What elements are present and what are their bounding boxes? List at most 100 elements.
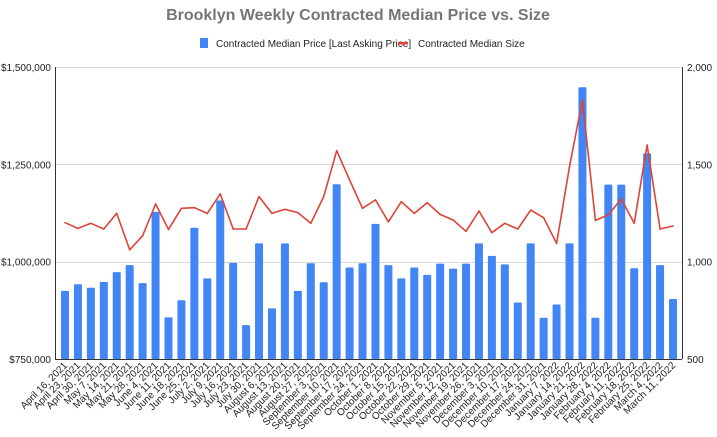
price-bar: [604, 184, 613, 359]
size-point: [633, 222, 635, 225]
size-point: [77, 227, 79, 230]
size-point: [258, 195, 260, 198]
y-right-tick-label: 2,000: [687, 63, 712, 74]
price-bar: [474, 243, 483, 359]
price-bar: [500, 264, 509, 359]
size-point: [167, 228, 170, 231]
price-bar: [332, 184, 341, 359]
size-point: [646, 144, 648, 146]
price-bar: [384, 265, 393, 359]
y-right-tick-label: 1,500: [687, 160, 712, 171]
legend-swatch-size: [398, 42, 408, 45]
size-point: [491, 231, 493, 234]
price-bar: [61, 290, 69, 359]
size-point: [400, 200, 403, 203]
y-right-tick-label: 1,000: [687, 258, 712, 269]
price-bar: [539, 317, 548, 359]
size-point: [439, 213, 441, 216]
size-point: [180, 207, 183, 210]
y-left-tick-label: $1,500,000: [1, 63, 51, 74]
size-point: [271, 212, 273, 215]
legend-label-price: Contracted Median Price [Last Asking Pri…: [216, 39, 411, 50]
y-axis-left-labels: $750,000 $1,000,000 $1,250,000 $1,500,000: [1, 63, 51, 366]
price-bar: [164, 317, 173, 359]
size-point: [594, 219, 597, 222]
price-bar: [73, 284, 82, 359]
size-point: [504, 222, 506, 225]
price-bar: [462, 263, 471, 359]
price-bar: [86, 287, 95, 359]
size-point: [219, 193, 222, 195]
price-bar: [656, 265, 665, 359]
price-bars: [61, 87, 677, 359]
size-point: [659, 228, 661, 230]
size-point: [193, 206, 196, 209]
price-bar: [345, 267, 354, 359]
size-point: [297, 211, 299, 214]
size-point: [361, 207, 364, 210]
price-bar: [565, 243, 574, 359]
price-bar: [578, 87, 587, 359]
size-point: [568, 165, 571, 168]
size-point: [465, 230, 467, 233]
size-point: [335, 149, 338, 152]
price-bar: [293, 290, 302, 359]
size-point: [245, 228, 247, 230]
size-point: [607, 214, 610, 216]
price-bar: [371, 223, 380, 359]
y-left-tick-label: $1,000,000: [1, 258, 51, 269]
size-point: [529, 209, 532, 211]
size-point: [206, 212, 209, 215]
price-bar: [177, 300, 186, 359]
price-bar: [449, 268, 458, 359]
size-point: [322, 195, 325, 198]
price-bar: [410, 267, 419, 359]
price-bar: [319, 282, 328, 359]
price-bar: [358, 263, 367, 359]
y-left-tick-label: $750,000: [9, 355, 51, 366]
size-point: [542, 216, 545, 219]
price-bar: [669, 299, 677, 359]
price-bar: [591, 317, 600, 359]
price-bar: [151, 211, 160, 359]
price-bar: [216, 200, 225, 359]
size-series-line: [64, 99, 674, 251]
price-bar: [112, 272, 121, 359]
price-bar: [255, 243, 264, 359]
price-bar: [487, 255, 496, 359]
price-bar: [229, 262, 238, 359]
legend-label-size: Contracted Median Size: [418, 39, 525, 50]
size-point: [413, 212, 416, 215]
y-axis-right-labels: 500 1,000 1,500 2,000: [687, 63, 712, 366]
size-point: [141, 234, 144, 237]
size-point: [115, 212, 118, 215]
axes: [55, 67, 683, 360]
y-left-tick-label: $1,250,000: [1, 160, 51, 171]
price-bar: [617, 184, 626, 359]
legend: Contracted Median Price [Last Asking Pri…: [200, 38, 525, 50]
price-bar: [125, 265, 134, 359]
price-bar: [630, 268, 639, 359]
size-point: [426, 201, 429, 204]
price-bar: [306, 263, 315, 359]
size-point: [555, 242, 558, 245]
size-point: [672, 225, 674, 227]
price-bar: [99, 281, 108, 359]
size-line: [64, 99, 674, 251]
price-bar: [397, 278, 406, 359]
size-point: [387, 220, 390, 223]
chart-title: Brooklyn Weekly Contracted Median Price …: [166, 7, 550, 24]
size-point: [90, 222, 92, 225]
price-bar: [267, 308, 276, 359]
price-bar: [190, 227, 199, 359]
size-point: [581, 99, 584, 101]
y-right-tick-label: 500: [687, 355, 704, 366]
size-point: [309, 222, 312, 225]
size-point: [620, 198, 623, 200]
legend-swatch-price: [200, 38, 208, 48]
price-bar: [138, 283, 147, 359]
size-point: [284, 208, 286, 211]
price-bar: [526, 243, 535, 359]
